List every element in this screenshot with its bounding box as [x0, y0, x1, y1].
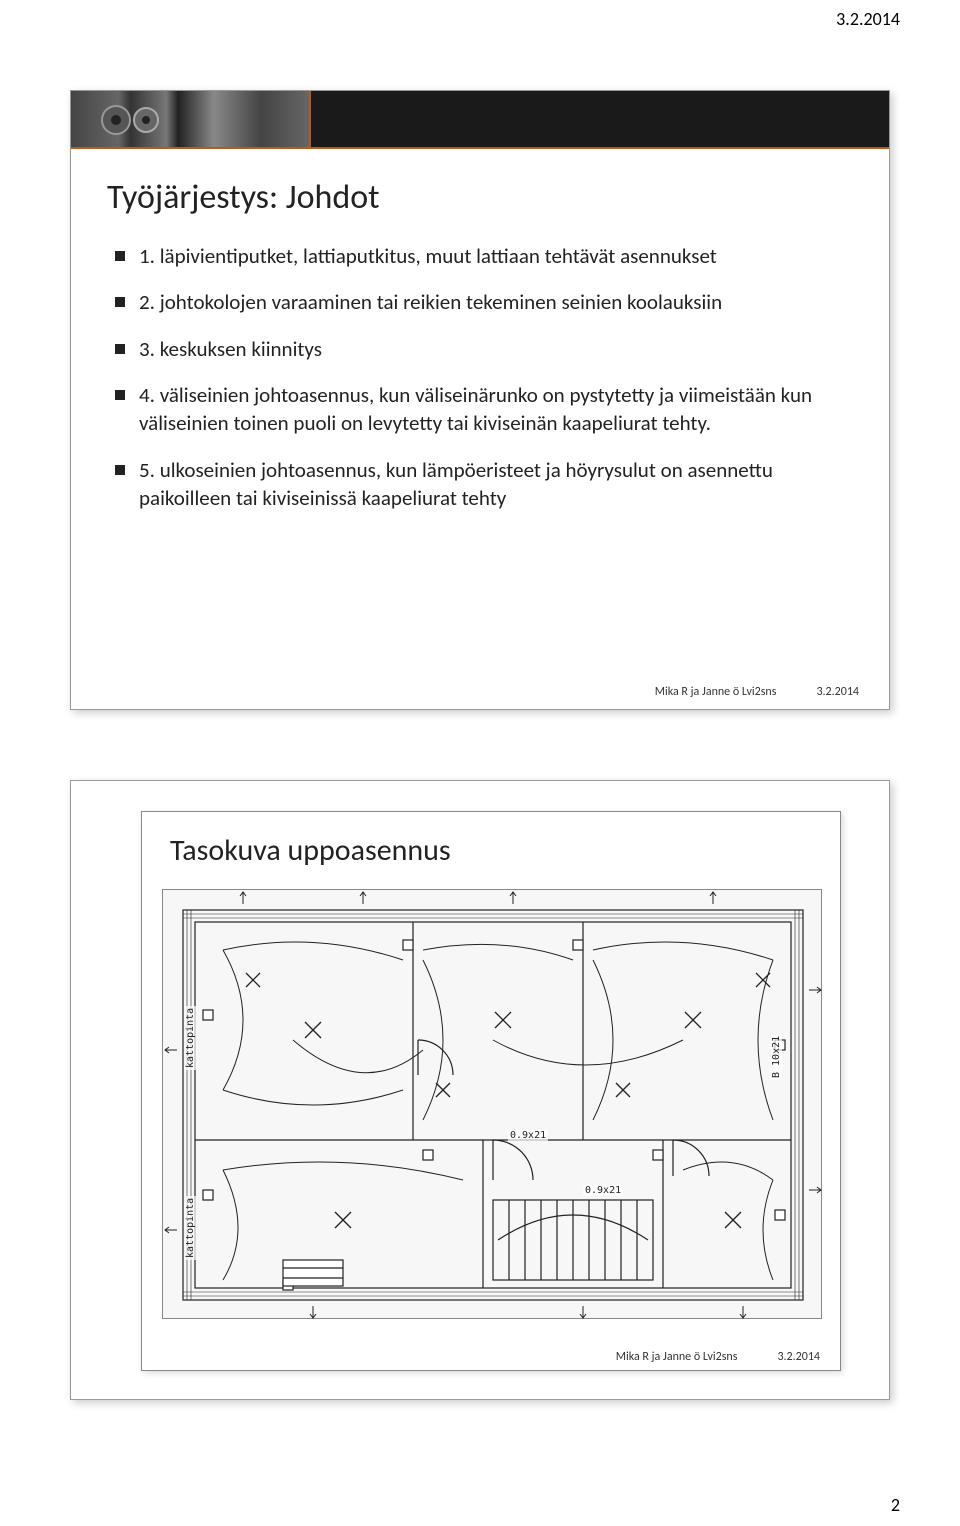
side-label: kattopinta [185, 1196, 196, 1260]
door-label: B 10x21 [771, 1034, 782, 1080]
slide-content: 1. läpivientiputket, lattiaputkitus, muu… [71, 232, 889, 540]
page-date: 3.2.2014 [836, 8, 900, 30]
bullet-marker [115, 465, 125, 475]
slide-footer: Mika R ja Janne ö Lvi2sns 3.2.2014 [616, 1350, 820, 1364]
slide-inner-card: Tasokuva uppoasennus [141, 811, 841, 1371]
floorplan-figure: 0.9x21 0.9x21 B 10x21 kattopinta kattopi… [162, 889, 822, 1319]
side-label: kattopinta [185, 1006, 196, 1070]
bullet-marker [115, 297, 125, 307]
slide-1: Työjärjestys: Johdot 1. läpivientiputket… [70, 90, 890, 710]
page-number: 2 [891, 1494, 900, 1516]
bullet-text: 2. johtokolojen varaaminen tai reikien t… [139, 288, 845, 316]
bullet-text: 4. väliseinien johtoasennus, kun välisei… [139, 381, 845, 438]
door-label: 0.9x21 [508, 1130, 548, 1141]
slide-banner [71, 91, 889, 149]
slide-footer: Mika R ja Janne ö Lvi2sns 3.2.2014 [655, 685, 859, 699]
gear-icon [91, 96, 171, 144]
footer-date: 3.2.2014 [816, 685, 859, 699]
bullet-text: 5. ulkoseinien johtoasennus, kun lämpöer… [139, 456, 845, 513]
bullet-item: 4. väliseinien johtoasennus, kun välisei… [115, 381, 845, 438]
footer-author: Mika R ja Janne ö Lvi2sns [655, 685, 777, 699]
bullet-item: 3. keskuksen kiinnitys [115, 335, 845, 363]
bullet-marker [115, 390, 125, 400]
bullet-marker [115, 251, 125, 261]
bullet-text: 3. keskuksen kiinnitys [139, 335, 845, 363]
door-label: 0.9x21 [583, 1185, 623, 1196]
slide-title: Tasokuva uppoasennus [142, 812, 840, 879]
bullet-text: 1. läpivientiputket, lattiaputkitus, muu… [139, 242, 845, 270]
bullet-item: 1. läpivientiputket, lattiaputkitus, muu… [115, 242, 845, 270]
bullet-marker [115, 344, 125, 354]
slide-2: Tasokuva uppoasennus [70, 780, 890, 1400]
footer-date: 3.2.2014 [777, 1350, 820, 1364]
slide-title: Työjärjestys: Johdot [71, 149, 889, 232]
bullet-item: 5. ulkoseinien johtoasennus, kun lämpöer… [115, 456, 845, 513]
bullet-item: 2. johtokolojen varaaminen tai reikien t… [115, 288, 845, 316]
floorplan-svg [163, 890, 823, 1320]
footer-author: Mika R ja Janne ö Lvi2sns [616, 1350, 738, 1364]
